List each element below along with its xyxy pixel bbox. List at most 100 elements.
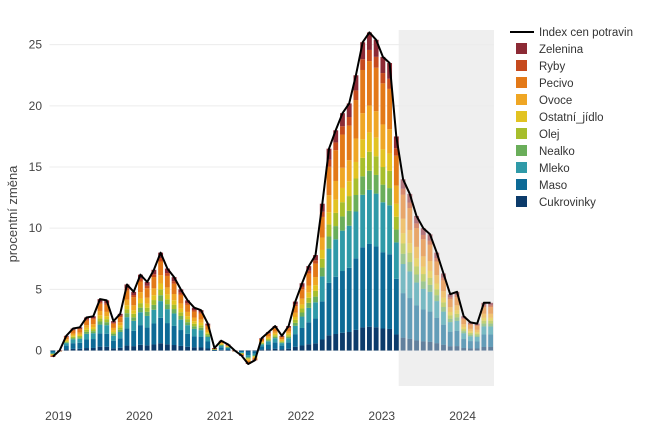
bar-segment-maso: [265, 344, 271, 350]
bar-segment-nealko: [77, 337, 83, 339]
bar-segment-mleko: [218, 345, 224, 348]
bar-segment-nealko: [387, 188, 393, 206]
legend-swatch: [516, 128, 527, 139]
bar-segment-mleko: [63, 343, 69, 346]
bar-segment-ryby: [373, 56, 379, 68]
bar-segment-maso: [454, 330, 460, 347]
bar-segment-ryby: [306, 270, 312, 274]
bar-segment-zelenina: [414, 215, 419, 224]
bar-segment-ostatní_jídlo: [481, 317, 487, 321]
bar-segment-cukrovinky: [117, 347, 123, 351]
bar-segment-mleko: [171, 313, 177, 326]
bar-segment-maso: [461, 339, 467, 348]
x-tick-label: 2020: [126, 409, 153, 423]
bar-segment-mleko: [468, 336, 473, 342]
bar-segment-maso: [137, 325, 143, 345]
bar-segment-maso: [84, 339, 89, 349]
bar-segment-cukrovinky: [70, 348, 76, 351]
bar-segment-ovoce: [124, 299, 130, 306]
bar-segment-cukrovinky: [279, 349, 285, 351]
bar-segment-maso: [279, 345, 285, 350]
bar-segment-cukrovinky: [292, 346, 298, 351]
bar-segment-ostatní_jídlo: [461, 327, 467, 330]
bar-segment-maso: [90, 339, 96, 348]
bar-segment-olej: [407, 252, 413, 263]
bar-segment-pecivo: [144, 288, 150, 298]
bar-segment-ryby: [131, 295, 137, 298]
bar-segment-mleko: [178, 319, 184, 331]
bar-segment-mleko: [380, 202, 386, 253]
bar-segment-mleko: [151, 309, 157, 324]
bar-segment-pecivo: [151, 277, 157, 289]
bar-segment-ryby: [346, 116, 352, 126]
bar-segment-olej: [124, 309, 130, 314]
bar-segment-ovoce: [306, 285, 312, 293]
bar-segment-cukrovinky: [191, 347, 197, 351]
legend-label: Zelenina: [539, 44, 584, 56]
bar-segment-nealko: [104, 322, 110, 326]
bar-segment-olej: [171, 304, 177, 310]
bar-segment-ovoce: [333, 180, 339, 200]
legend-swatch: [516, 60, 527, 71]
bar-segment-ostatní_jídlo: [151, 295, 157, 301]
bar-segment-maso: [326, 282, 332, 336]
bar-segment-nealko: [265, 340, 271, 342]
bar-segment-ovoce: [84, 325, 89, 328]
bar-segment-ovoce: [144, 297, 150, 304]
bar-segment-ostatní_jídlo: [279, 340, 285, 342]
bar-segment-ostatní_jídlo: [50, 354, 56, 355]
bar-segment-ryby: [191, 310, 197, 312]
bar-segment-nealko: [427, 284, 433, 292]
bar-segment-mleko: [434, 301, 440, 318]
bar-segment-ryby: [407, 202, 413, 209]
bar-segment-cukrovinky: [272, 348, 278, 351]
bar-segment-nealko: [144, 311, 150, 316]
bar-segment-mleko: [400, 264, 406, 294]
bar-segment-ovoce: [198, 319, 204, 323]
bar-segment-nealko: [286, 336, 292, 339]
bar-segment-pecivo: [279, 337, 285, 340]
bar-segment-ostatní_jídlo: [124, 305, 130, 310]
bar-segment-pecivo: [454, 297, 460, 306]
bar-segment-maso: [400, 293, 406, 338]
bar-segment-ryby: [158, 258, 164, 262]
bar-segment-mleko: [373, 193, 379, 247]
bar-segment-pecivo: [272, 328, 278, 332]
bar-segment-cukrovinky: [407, 338, 413, 351]
bar-segment-ryby: [77, 328, 83, 330]
bar-segment-maso: [420, 309, 426, 342]
bar-segment-maso: [306, 322, 312, 345]
bar-segment-pecivo: [414, 228, 419, 247]
bar-segment-ostatní_jídlo: [272, 333, 278, 336]
bar-segment-mleko: [474, 336, 480, 342]
bar-segment-ostatní_jídlo: [185, 316, 190, 320]
bar-segment-zelenina: [366, 32, 372, 50]
bar-segment-ovoce: [265, 336, 271, 338]
bar-segment-nealko: [414, 274, 419, 283]
bar-segment-ovoce: [158, 275, 164, 284]
bar-segment-ryby: [333, 142, 339, 151]
bar-segment-pecivo: [299, 289, 305, 299]
bar-segment-cukrovinky: [212, 350, 217, 351]
bar-segment-mleko: [461, 333, 467, 340]
bar-segment-olej: [292, 319, 298, 323]
bar-segment-pecivo: [427, 244, 433, 262]
bar-segment-ostatní_jídlo: [427, 270, 433, 278]
bar-segment-cukrovinky: [144, 345, 150, 351]
bar-segment-maso: [441, 324, 446, 345]
bar-segment-cukrovinky: [441, 344, 446, 351]
bar-segment-ryby: [97, 301, 103, 304]
bar-segment-mleko: [144, 315, 150, 328]
bar-segment-pecivo: [191, 311, 197, 318]
bar-segment-maso: [427, 311, 433, 342]
bar-segment-cukrovinky: [380, 328, 386, 351]
bar-segment-ryby: [299, 286, 305, 290]
bar-segment-olej: [360, 157, 366, 177]
bar-segment-olej: [434, 289, 440, 296]
bar-segment-ovoce: [70, 333, 76, 336]
y-tick-label: 25: [29, 38, 43, 52]
legend-label: Ryby: [539, 61, 565, 73]
y-tick-label: 15: [29, 160, 43, 174]
bar-segment-maso: [252, 351, 258, 354]
bar-segment-ostatní_jídlo: [245, 358, 251, 360]
